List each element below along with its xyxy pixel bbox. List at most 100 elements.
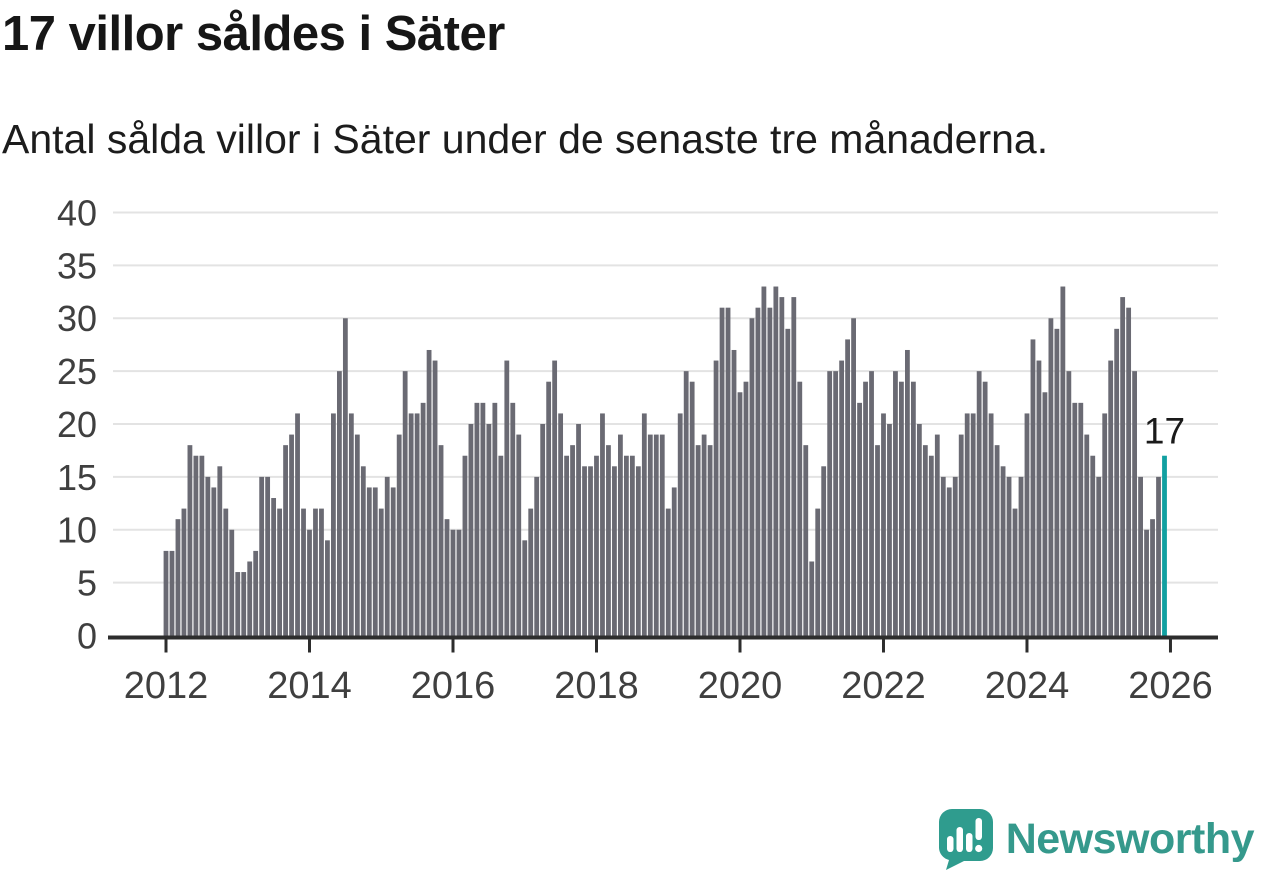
bar bbox=[193, 455, 199, 636]
chart-subtitle: Antal sålda villor i Säter under de sena… bbox=[2, 116, 1049, 162]
bar bbox=[910, 381, 916, 636]
y-tick-label: 0 bbox=[77, 615, 97, 656]
highlight-value-label: 17 bbox=[1144, 411, 1185, 452]
bar bbox=[803, 445, 809, 636]
bar bbox=[653, 434, 659, 636]
bar bbox=[845, 339, 851, 636]
bar bbox=[851, 318, 856, 636]
bar bbox=[618, 434, 623, 636]
bar bbox=[283, 445, 288, 636]
bar bbox=[1114, 328, 1120, 636]
bar bbox=[635, 466, 641, 636]
bar bbox=[976, 371, 982, 636]
y-tick-label: 10 bbox=[57, 510, 97, 551]
bar bbox=[922, 445, 928, 636]
bar bbox=[600, 413, 605, 636]
x-tick-label: 2024 bbox=[985, 665, 1070, 707]
mini-bar-2 bbox=[956, 827, 963, 852]
bar bbox=[211, 487, 217, 636]
bar bbox=[480, 402, 486, 636]
bar bbox=[731, 349, 737, 636]
bar bbox=[319, 508, 324, 636]
bar bbox=[348, 413, 354, 636]
bar bbox=[875, 445, 880, 636]
bar bbox=[414, 413, 420, 636]
bar bbox=[169, 550, 175, 636]
bar bbox=[277, 508, 282, 636]
bar bbox=[402, 371, 408, 636]
bar bbox=[241, 572, 247, 636]
bar bbox=[576, 424, 581, 636]
bar bbox=[839, 360, 845, 636]
bar bbox=[498, 455, 504, 636]
bar bbox=[773, 286, 779, 636]
bar bbox=[492, 402, 498, 636]
bar bbox=[737, 392, 743, 636]
bar bbox=[199, 455, 205, 636]
bar bbox=[187, 445, 193, 636]
bar bbox=[378, 508, 384, 636]
bar bbox=[1126, 307, 1132, 636]
bar bbox=[916, 424, 922, 636]
y-tick-label: 25 bbox=[57, 351, 97, 392]
bar bbox=[821, 466, 827, 636]
bar bbox=[797, 381, 803, 636]
bar bbox=[534, 476, 540, 636]
newsworthy-logo-icon bbox=[938, 809, 993, 870]
bar bbox=[265, 476, 271, 636]
bar bbox=[552, 360, 558, 636]
bar bbox=[307, 529, 312, 636]
bar bbox=[1120, 297, 1126, 636]
bar bbox=[175, 519, 181, 636]
bar bbox=[893, 371, 898, 636]
bar bbox=[647, 434, 653, 636]
bar bbox=[570, 445, 575, 636]
bar bbox=[462, 455, 468, 636]
bar bbox=[504, 360, 510, 636]
mini-bar-1 bbox=[946, 836, 954, 852]
x-ticks bbox=[164, 639, 1172, 653]
bar bbox=[946, 487, 952, 636]
bar bbox=[1138, 476, 1143, 636]
bar bbox=[905, 349, 910, 636]
bar bbox=[863, 381, 868, 636]
bar bbox=[833, 371, 839, 636]
bar bbox=[1156, 476, 1161, 636]
bar bbox=[695, 445, 701, 636]
bar bbox=[1066, 371, 1072, 636]
bar bbox=[964, 413, 970, 636]
exclamation-dot bbox=[974, 844, 983, 853]
bar bbox=[755, 307, 761, 636]
bar bbox=[725, 307, 731, 636]
bar bbox=[546, 381, 552, 636]
y-tick-label: 15 bbox=[57, 457, 97, 498]
bar bbox=[1000, 466, 1006, 636]
bar bbox=[857, 402, 862, 636]
x-tick-label: 2020 bbox=[698, 665, 783, 707]
bar bbox=[181, 508, 187, 636]
bar bbox=[743, 381, 749, 636]
bar bbox=[223, 508, 229, 636]
bar bbox=[1102, 413, 1108, 636]
bar bbox=[899, 381, 904, 636]
bar bbox=[253, 550, 259, 636]
bar bbox=[354, 434, 360, 636]
bar bbox=[1132, 371, 1137, 636]
bar bbox=[325, 540, 330, 636]
bar bbox=[1054, 328, 1060, 636]
mini-bar-3 bbox=[965, 833, 973, 852]
bar bbox=[982, 381, 988, 636]
bar bbox=[564, 455, 569, 636]
bar bbox=[827, 371, 833, 636]
bar bbox=[809, 561, 815, 636]
bar bbox=[1072, 402, 1078, 636]
x-tick-label: 2014 bbox=[267, 665, 352, 707]
bar bbox=[1078, 402, 1084, 636]
bar bbox=[779, 297, 785, 636]
bar bbox=[420, 402, 426, 636]
bar bbox=[1042, 392, 1048, 636]
bar bbox=[1108, 360, 1114, 636]
bar bbox=[887, 424, 892, 636]
newsworthy-brand-text: Newsworthy bbox=[1005, 814, 1255, 863]
